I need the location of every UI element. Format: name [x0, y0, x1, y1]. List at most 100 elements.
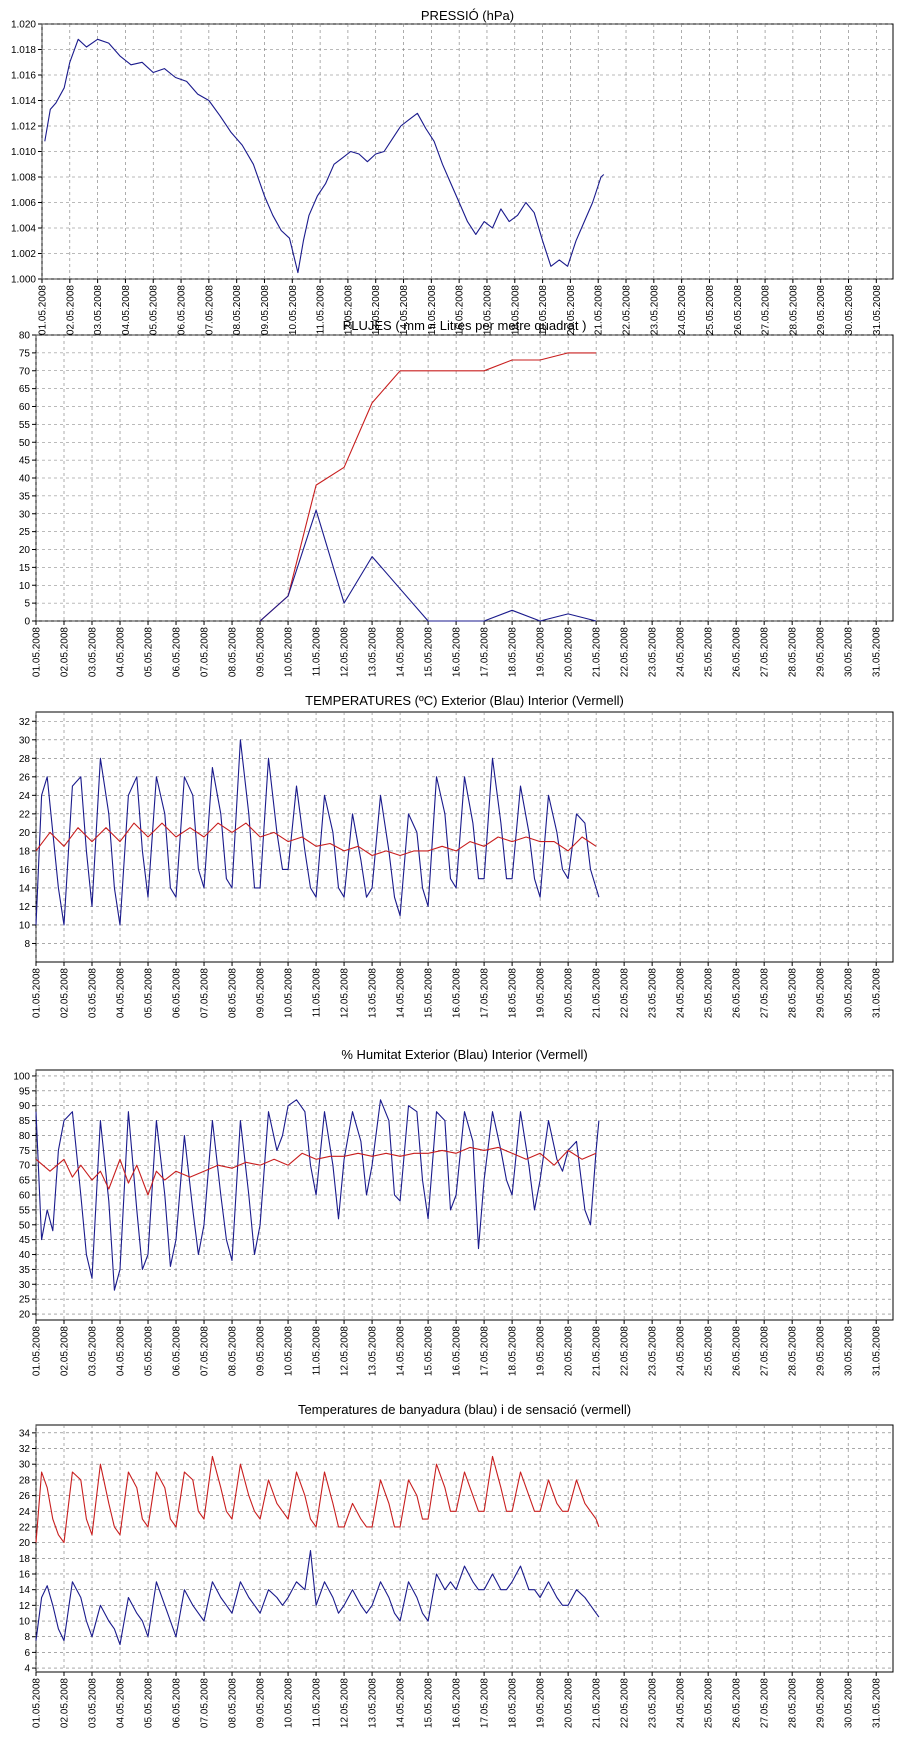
y-tick-label: 25 [19, 527, 31, 538]
x-tick-label: 04.05.2008 [116, 968, 127, 1018]
x-tick-label: 26.05.2008 [733, 285, 744, 335]
x-tick-label: 07.05.2008 [204, 285, 215, 335]
y-tick-label: 45 [19, 456, 31, 467]
x-tick-label: 10.05.2008 [284, 1326, 295, 1376]
y-tick-label: 28 [19, 754, 31, 765]
x-tick-label: 29.05.2008 [816, 285, 827, 335]
y-tick-label: 1.006 [11, 198, 36, 209]
y-tick-label: 30 [19, 509, 31, 520]
x-tick-label: 16.05.2008 [455, 285, 466, 335]
x-tick-label: 28.05.2008 [788, 285, 799, 335]
x-tick-label: 27.05.2008 [761, 285, 772, 335]
x-tick-label: 31.05.2008 [872, 968, 883, 1018]
chart-title: Temperatures de banyadura (blau) i de se… [298, 1402, 631, 1417]
y-tick-label: 16 [19, 1569, 31, 1580]
x-tick-label: 29.05.2008 [816, 627, 827, 677]
y-tick-label: 34 [19, 1428, 31, 1439]
y-tick-label: 14 [19, 883, 31, 894]
x-tick-label: 19.05.2008 [536, 1326, 547, 1376]
x-tick-label: 16.05.2008 [452, 627, 463, 677]
x-tick-label: 29.05.2008 [816, 1326, 827, 1376]
y-tick-label: 75 [19, 348, 31, 359]
x-tick-label: 30.05.2008 [844, 627, 855, 677]
x-tick-label: 16.05.2008 [452, 1678, 463, 1728]
y-tick-label: 80 [19, 331, 31, 342]
chart-title: TEMPERATURES (ºC) Exterior (Blau) Interi… [305, 693, 624, 708]
x-tick-label: 13.05.2008 [368, 627, 379, 677]
x-tick-label: 10.05.2008 [284, 1678, 295, 1728]
y-tick-label: 22 [19, 809, 31, 820]
x-tick-label: 16.05.2008 [452, 968, 463, 1018]
x-tick-label: 10.05.2008 [284, 627, 295, 677]
y-tick-label: 18 [19, 1554, 31, 1565]
x-tick-label: 20.05.2008 [564, 627, 575, 677]
x-tick-label: 01.05.2008 [38, 285, 49, 335]
x-tick-label: 04.05.2008 [121, 285, 132, 335]
y-tick-label: 1.014 [11, 96, 36, 107]
chart-plujes: PLUJES ( mm = Litres per metre quadrat )… [19, 318, 894, 677]
x-tick-label: 27.05.2008 [760, 1326, 771, 1376]
x-tick-label: 18.05.2008 [510, 285, 521, 335]
x-tick-label: 31.05.2008 [872, 1678, 883, 1728]
x-tick-label: 08.05.2008 [228, 1678, 239, 1728]
x-tick-label: 25.05.2008 [705, 285, 716, 335]
y-tick-label: 30 [19, 1280, 31, 1291]
x-tick-label: 03.05.2008 [88, 1326, 99, 1376]
x-tick-label: 02.05.2008 [60, 968, 71, 1018]
y-tick-label: 15 [19, 563, 31, 574]
x-tick-label: 11.05.2008 [312, 968, 323, 1018]
x-tick-label: 28.05.2008 [788, 968, 799, 1018]
x-tick-label: 19.05.2008 [536, 627, 547, 677]
y-tick-label: 80 [19, 1131, 31, 1142]
x-tick-label: 21.05.2008 [592, 1678, 603, 1728]
y-tick-label: 0 [24, 617, 30, 628]
y-tick-label: 65 [19, 384, 31, 395]
x-tick-label: 13.05.2008 [368, 1678, 379, 1728]
x-tick-label: 18.05.2008 [508, 1678, 519, 1728]
x-tick-label: 22.05.2008 [620, 627, 631, 677]
x-tick-label: 11.05.2008 [312, 1326, 323, 1376]
y-tick-label: 25 [19, 1295, 31, 1306]
x-tick-label: 11.05.2008 [312, 627, 323, 677]
x-tick-label: 08.05.2008 [228, 1326, 239, 1376]
x-tick-label: 04.05.2008 [116, 1326, 127, 1376]
x-tick-label: 01.05.2008 [32, 1326, 43, 1376]
chart-pressio: PRESSIÓ (hPa) 1.000 1.002 1.004 1.006 1.008 1.… [11, 8, 894, 335]
x-tick-label: 04.05.2008 [116, 1678, 127, 1728]
x-tick-label: 17.05.2008 [482, 285, 493, 335]
y-tick-label: 1.004 [11, 224, 36, 235]
x-tick-label: 15.05.2008 [424, 627, 435, 677]
y-tick-label: 26 [19, 1491, 31, 1502]
x-tick-label: 05.05.2008 [144, 627, 155, 677]
x-tick-label: 23.05.2008 [648, 627, 659, 677]
x-tick-label: 22.05.2008 [620, 968, 631, 1018]
x-tick-label: 17.05.2008 [480, 1678, 491, 1728]
y-tick-label: 6 [24, 1648, 30, 1659]
x-tick-label: 15.05.2008 [424, 1326, 435, 1376]
x-tick-label: 23.05.2008 [648, 1678, 659, 1728]
x-tick-label: 14.05.2008 [396, 968, 407, 1018]
x-tick-label: 13.05.2008 [371, 285, 382, 335]
x-tick-label: 09.05.2008 [256, 1326, 267, 1376]
y-tick-label: 60 [19, 402, 31, 413]
y-tick-label: 12 [19, 1601, 31, 1612]
x-tick-label: 04.05.2008 [116, 627, 127, 677]
x-tick-label: 24.05.2008 [676, 1326, 687, 1376]
x-tick-label: 12.05.2008 [340, 1326, 351, 1376]
x-tick-label: 24.05.2008 [676, 627, 687, 677]
y-tick-label: 1.020 [11, 20, 36, 31]
y-tick-label: 4 [24, 1664, 30, 1675]
y-tick-label: 50 [19, 438, 31, 449]
x-tick-label: 25.05.2008 [704, 968, 715, 1018]
y-tick-label: 18 [19, 846, 31, 857]
chart-title: % Humitat Exterior (Blau) Interior (Verm… [341, 1047, 587, 1062]
x-tick-label: 06.05.2008 [172, 1326, 183, 1376]
x-tick-label: 02.05.2008 [60, 1326, 71, 1376]
x-tick-label: 27.05.2008 [760, 968, 771, 1018]
chart-title: PRESSIÓ (hPa) [421, 8, 514, 23]
y-tick-label: 32 [19, 717, 31, 728]
x-tick-label: 20.05.2008 [566, 285, 577, 335]
x-tick-label: 30.05.2008 [844, 1326, 855, 1376]
x-tick-label: 14.05.2008 [399, 285, 410, 335]
y-tick-label: 40 [19, 1250, 31, 1261]
